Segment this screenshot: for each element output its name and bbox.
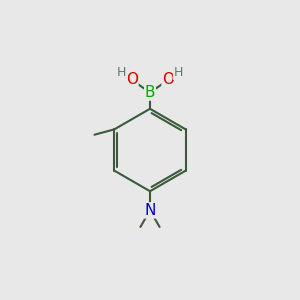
Text: H: H (117, 66, 127, 79)
Text: N: N (144, 203, 156, 218)
Text: H: H (173, 66, 183, 79)
Text: O: O (126, 72, 138, 87)
Text: O: O (162, 72, 174, 87)
Text: B: B (145, 85, 155, 100)
